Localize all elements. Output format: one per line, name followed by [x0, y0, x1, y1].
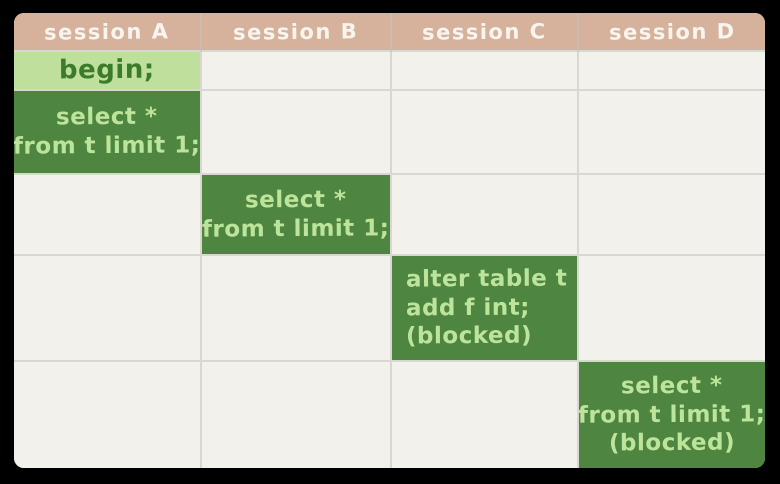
sessions-table: session A session B session C session D begi…: [14, 13, 765, 468]
statement-line: from t limit 1;: [202, 214, 390, 243]
statement-line: (blocked): [608, 429, 736, 457]
statement-line: select *: [245, 186, 347, 214]
cell-row5-session-b: [202, 362, 392, 468]
cell-row4-session-c: alter table t add f int; (blocked): [392, 256, 579, 362]
cell-row1-session-a: begin;: [14, 52, 202, 91]
column-header-session-a: session A: [14, 13, 202, 52]
cell-row1-session-b: [202, 52, 392, 91]
statement-box-session-d: select * from t limit 1; (blocked): [579, 362, 765, 468]
column-header-session-c: session C: [392, 13, 579, 52]
statement-line: select *: [56, 103, 158, 131]
statement-line: begin;: [59, 54, 155, 86]
column-header-session-b: session B: [202, 13, 392, 52]
cell-row2-session-a: select * from t limit 1;: [14, 91, 202, 175]
statement-line: from t limit 1;: [14, 132, 201, 160]
cell-row4-session-b: [202, 256, 392, 362]
statement-box-session-a: select * from t limit 1;: [14, 91, 200, 173]
statement-line: from t limit 1;: [579, 400, 765, 429]
statement-line: add f int;: [405, 294, 531, 322]
statement-line: alter table t: [405, 265, 568, 293]
statement-box-session-a: begin;: [14, 52, 200, 89]
cell-row5-session-a: [14, 362, 202, 468]
cell-row3-session-b: select * from t limit 1;: [202, 175, 392, 256]
statement-line: (blocked): [405, 322, 533, 350]
statement-line: select *: [621, 372, 723, 400]
cell-row5-session-d: select * from t limit 1; (blocked): [579, 362, 765, 468]
column-header-label: session C: [422, 18, 547, 45]
cell-row1-session-c: [392, 52, 579, 91]
column-header-label: session A: [44, 18, 170, 45]
column-header-session-d: session D: [579, 13, 765, 52]
column-header-label: session B: [233, 18, 359, 45]
statement-box-session-b: select * from t limit 1;: [202, 175, 390, 254]
cell-row3-session-d: [579, 175, 765, 256]
cell-row5-session-c: [392, 362, 579, 468]
cell-row3-session-c: [392, 175, 579, 256]
cell-row2-session-c: [392, 91, 579, 175]
cell-row3-session-a: [14, 175, 202, 256]
cell-row4-session-a: [14, 256, 202, 362]
statement-box-session-c: alter table t add f int; (blocked): [392, 256, 577, 360]
cell-row4-session-d: [579, 256, 765, 362]
column-header-label: session D: [608, 18, 736, 45]
cell-row1-session-d: [579, 52, 765, 91]
cell-row2-session-b: [202, 91, 392, 175]
cell-row2-session-d: [579, 91, 765, 175]
